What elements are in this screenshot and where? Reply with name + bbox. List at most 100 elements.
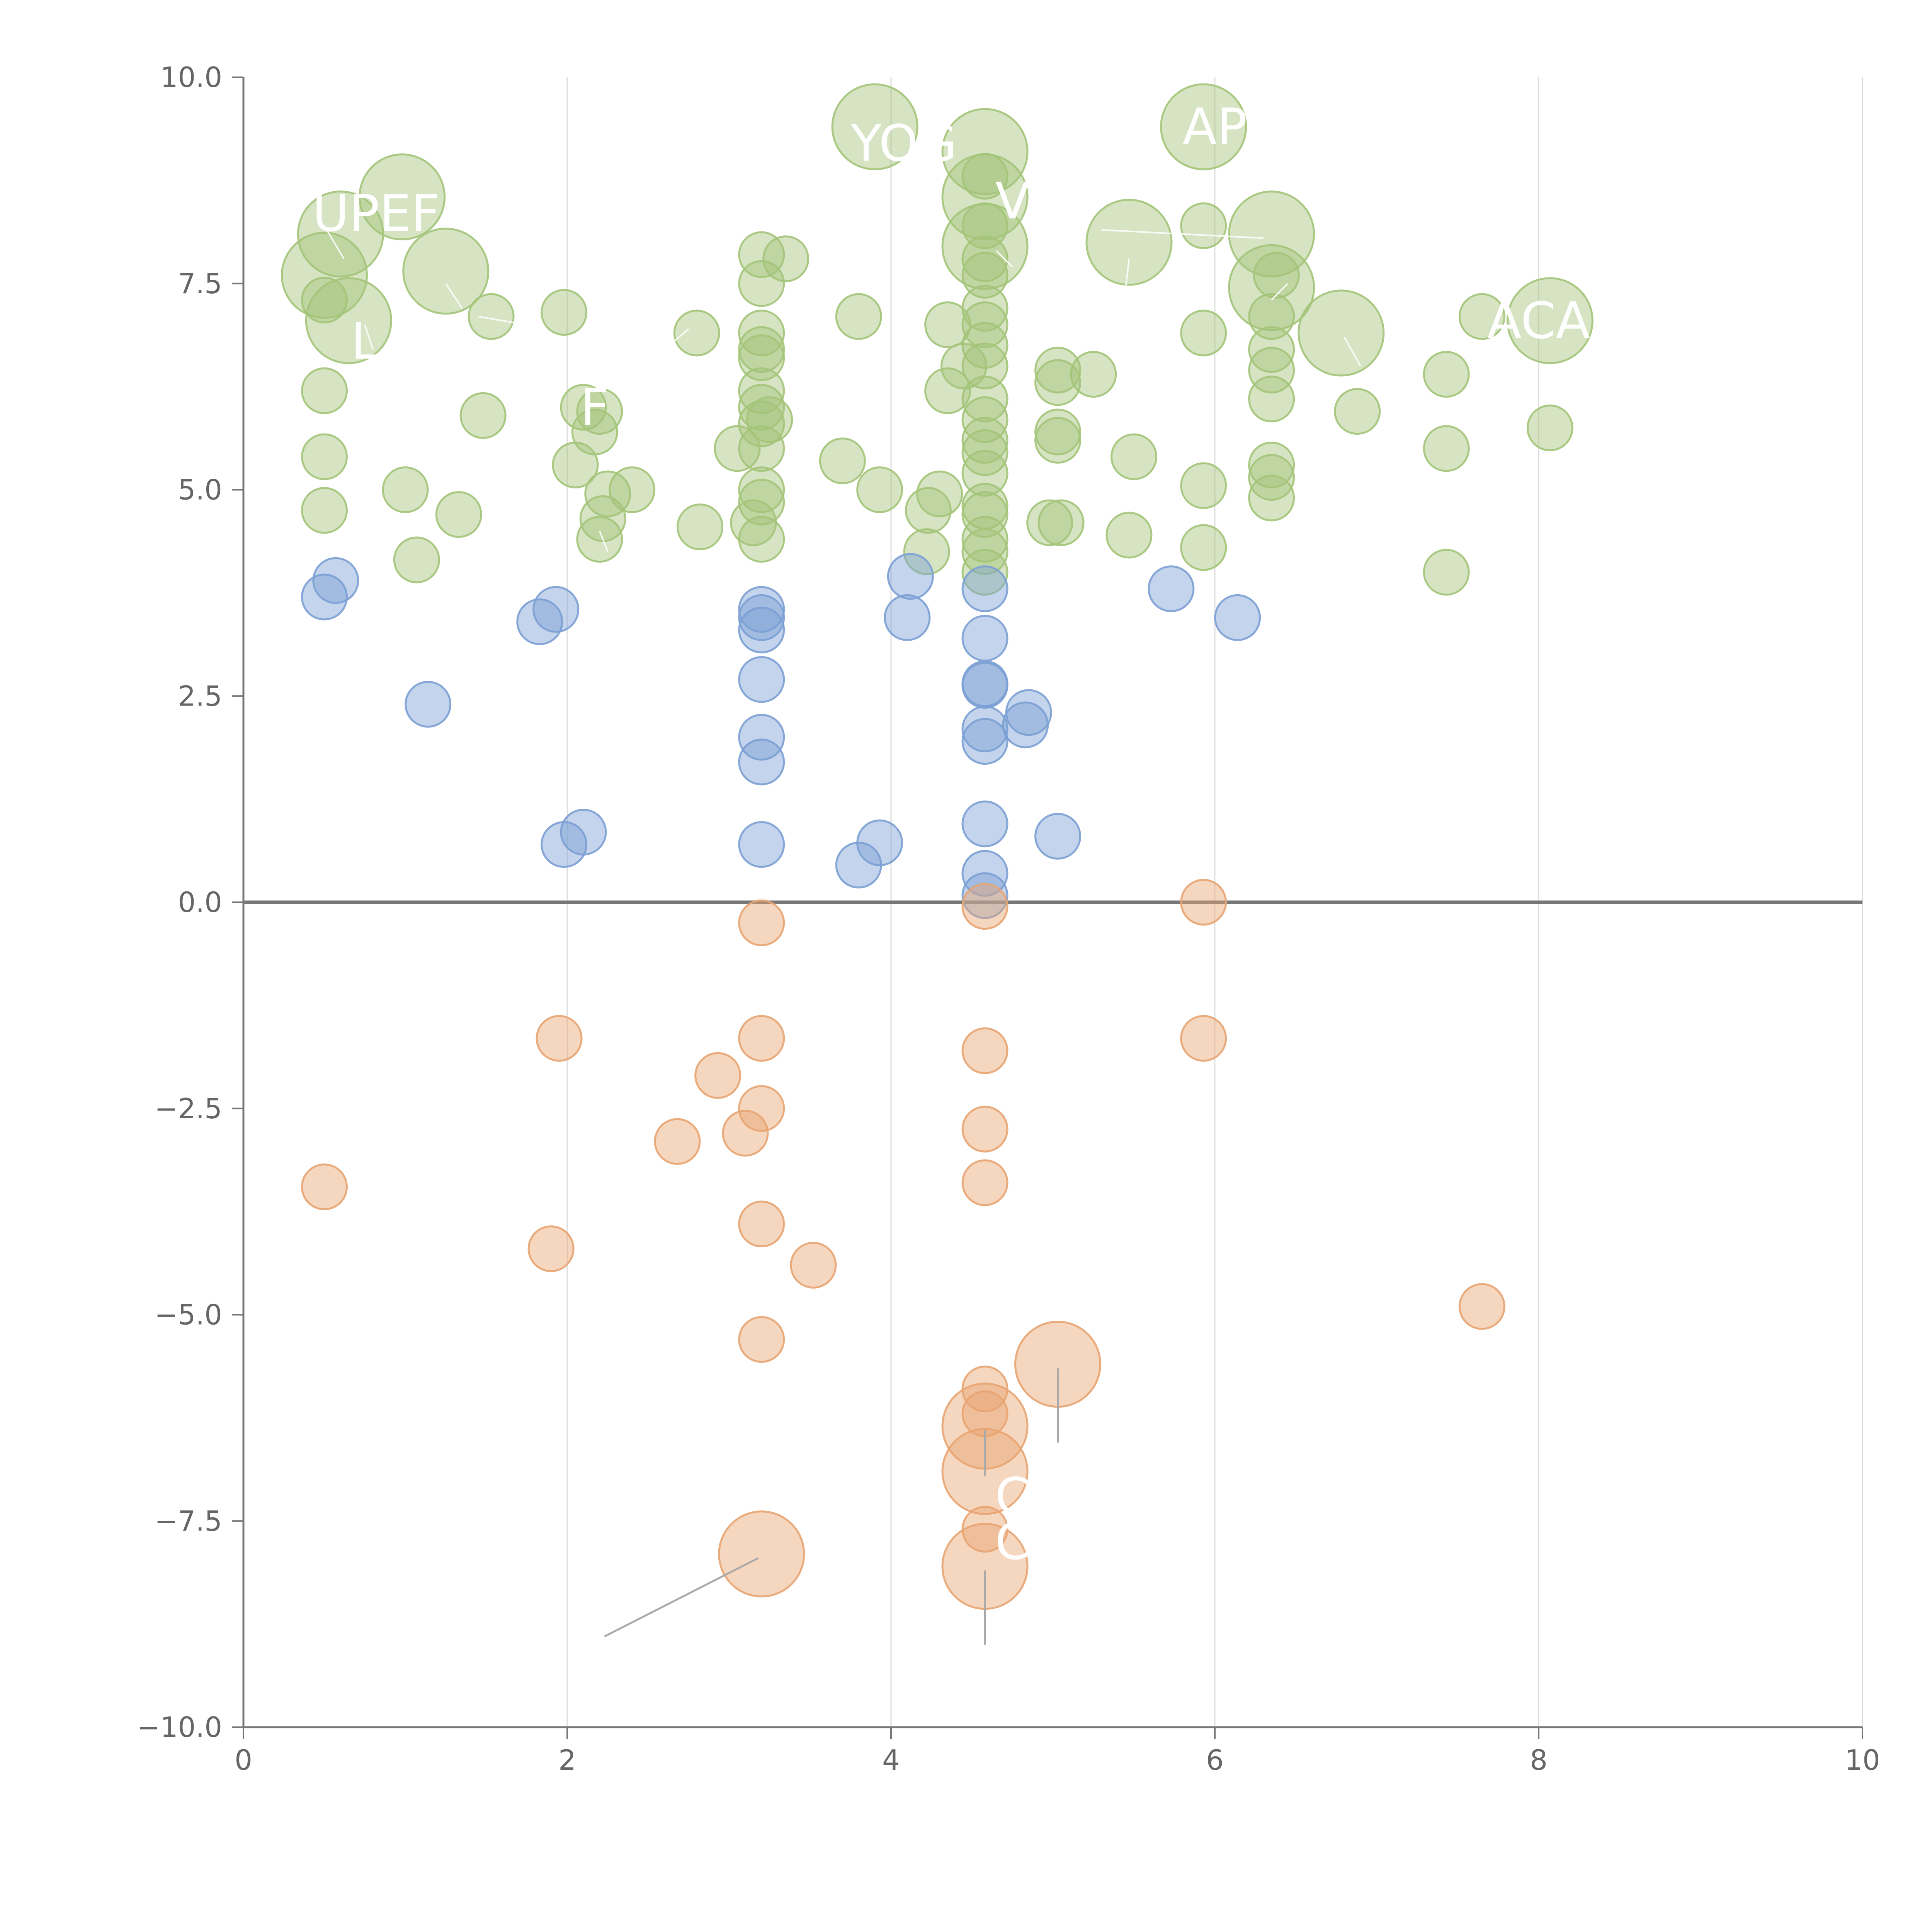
green-point-40 (738, 516, 785, 563)
green-point-49 (903, 528, 950, 575)
orange-point-25 (1180, 1015, 1227, 1062)
green-point-31 (738, 367, 785, 414)
green-point-46 (924, 367, 971, 414)
blue-point-1 (312, 557, 359, 604)
green-point-61 (940, 342, 988, 389)
green-point-89 (1253, 252, 1300, 299)
leader-line-10 (1271, 283, 1288, 301)
green-point-84 (1180, 310, 1227, 357)
green-point-82 (1160, 83, 1247, 170)
green-point-71 (961, 549, 1009, 596)
orange-point-9 (738, 1201, 785, 1248)
green-point-96 (1248, 474, 1295, 522)
green-point-28 (738, 310, 785, 357)
orange-point-14 (961, 1027, 1009, 1074)
blue-point-28 (1005, 689, 1052, 736)
point-label-6: F (580, 378, 609, 437)
x-tick-label-2: 4 (882, 1744, 900, 1776)
green-point-6 (301, 487, 348, 534)
y-tick-label-6: 5.0 (178, 474, 222, 506)
green-point-100 (1423, 425, 1470, 472)
green-point-7 (359, 153, 446, 241)
leader-line-2 (478, 316, 527, 326)
blue-point-3 (516, 598, 563, 645)
point-label-1: YOG (850, 114, 957, 173)
blue-point-26 (961, 872, 1009, 919)
green-point-24 (677, 503, 724, 551)
leader-line-9 (995, 250, 1013, 268)
orange-point-13 (961, 883, 1009, 930)
green-point-13 (435, 491, 482, 538)
green-point-33 (738, 400, 785, 447)
green-point-54 (961, 202, 1009, 249)
green-point-101 (1423, 549, 1470, 596)
green-point-56 (961, 252, 1009, 299)
green-point-16 (576, 388, 623, 435)
green-point-65 (961, 429, 1009, 476)
green-point-41 (831, 83, 918, 170)
green-point-23 (673, 310, 720, 357)
green-point-14 (541, 289, 588, 336)
blue-point-15 (856, 819, 903, 866)
green-point-10 (459, 392, 507, 439)
blue-point-10 (738, 656, 785, 703)
green-point-74 (1070, 351, 1117, 398)
green-point-55 (961, 235, 1009, 282)
green-point-42 (835, 293, 882, 340)
green-point-87 (1228, 190, 1315, 278)
green-point-81 (1105, 512, 1153, 559)
blue-point-21 (961, 662, 1009, 709)
point-label-2: AP (1182, 97, 1247, 156)
orange-point-15 (961, 1105, 1009, 1153)
point-label-8: C (995, 1512, 1030, 1571)
point-labels: UPEF YOG AP ACA V L F CC (312, 97, 1590, 1571)
green-point-18 (552, 441, 599, 488)
green-point-69 (961, 516, 1009, 563)
blue-point-13 (738, 821, 785, 868)
blue-point-23 (961, 718, 1009, 765)
green-point-4 (301, 367, 348, 414)
blue-point-8 (738, 594, 785, 641)
green-point-26 (762, 235, 810, 282)
y-tick-label-1: −7.5 (155, 1505, 222, 1537)
green-point-73 (1034, 359, 1082, 406)
green-point-98 (1334, 388, 1381, 435)
orange-point-5 (722, 1110, 769, 1157)
green-point-68 (961, 491, 1009, 538)
green-point-3 (301, 276, 348, 323)
leader-line-dark-0 (604, 1557, 759, 1638)
leader-line-5 (664, 328, 689, 350)
blue-point-12 (738, 738, 785, 786)
x-tick-label-5: 10 (1845, 1744, 1880, 1776)
green-point-22 (576, 516, 623, 563)
green-point-21 (609, 466, 656, 513)
orange-point-2 (527, 1225, 575, 1272)
y-tick-label-7: 7.5 (178, 267, 222, 300)
point-label-4: V (995, 172, 1030, 230)
leader-line-6 (1101, 229, 1264, 239)
green-point-70 (961, 528, 1009, 575)
orange-point-12 (790, 1242, 837, 1289)
blue-point-2 (405, 681, 452, 728)
point-label-0: UPEF (312, 184, 440, 243)
green-point-36 (714, 425, 761, 472)
green-point-66 (961, 450, 1009, 497)
orange-point-1 (536, 1015, 583, 1062)
green-point-60 (961, 342, 1009, 389)
orange-point-10 (738, 1316, 785, 1363)
green-point-32 (738, 384, 785, 431)
green-point-97 (1298, 289, 1385, 377)
leader-line-0 (323, 225, 345, 259)
green-point-27 (738, 260, 785, 307)
green-point-99 (1423, 351, 1470, 398)
leader-line-8 (1344, 337, 1361, 367)
label-leaders (323, 225, 1361, 1645)
green-point-9 (468, 293, 515, 340)
leader-line-3 (364, 324, 374, 350)
green-point-103 (1506, 277, 1594, 364)
green-point-58 (961, 301, 1009, 348)
x-tick-label-0: 0 (235, 1744, 252, 1776)
green-point-57 (961, 285, 1009, 332)
leader-line-4 (599, 531, 609, 552)
